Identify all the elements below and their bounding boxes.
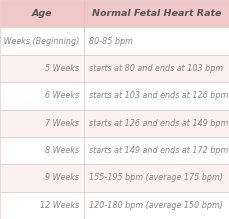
Text: 80-85 bpm: 80-85 bpm (88, 37, 132, 46)
Bar (0, 82, 84, 110)
Bar (0, 137, 84, 164)
Bar (0, 27, 84, 55)
Bar (84, 164, 229, 192)
Text: starts at 149 and ends at 172 bpm: starts at 149 and ends at 172 bpm (88, 146, 227, 155)
Text: 9 Weeks: 9 Weeks (45, 173, 79, 182)
Bar (0, 110, 84, 137)
Text: starts at 103 and ends at 126 bpm: starts at 103 and ends at 126 bpm (88, 91, 227, 100)
Text: Age: Age (32, 9, 52, 18)
Text: 5 Weeks: 5 Weeks (45, 64, 79, 73)
Bar (0, 55, 84, 82)
Text: 7 Weeks: 7 Weeks (45, 119, 79, 128)
Bar (84, 137, 229, 164)
Bar (84, 27, 229, 55)
Bar (84, 55, 229, 82)
Text: starts at 126 and ends at 149 bpm: starts at 126 and ends at 149 bpm (88, 119, 227, 128)
Bar (0, 192, 84, 219)
Bar (0, 164, 84, 192)
Text: 8 Weeks: 8 Weeks (45, 146, 79, 155)
Bar (84, 192, 229, 219)
Bar (0, 0, 84, 27)
Text: 120-180 bpm (average 150 bpm): 120-180 bpm (average 150 bpm) (88, 201, 221, 210)
Text: Normal Fetal Heart Rate: Normal Fetal Heart Rate (92, 9, 221, 18)
Text: 12 Weeks: 12 Weeks (40, 201, 79, 210)
Bar (84, 110, 229, 137)
Text: 155-195 bpm (average 175 bpm): 155-195 bpm (average 175 bpm) (88, 173, 221, 182)
Bar (84, 0, 229, 27)
Text: starts at 80 and ends at 103 bpm: starts at 80 and ends at 103 bpm (88, 64, 222, 73)
Text: 5 Weeks (Beginning): 5 Weeks (Beginning) (0, 37, 79, 46)
Text: 6 Weeks: 6 Weeks (45, 91, 79, 100)
Bar (84, 82, 229, 110)
